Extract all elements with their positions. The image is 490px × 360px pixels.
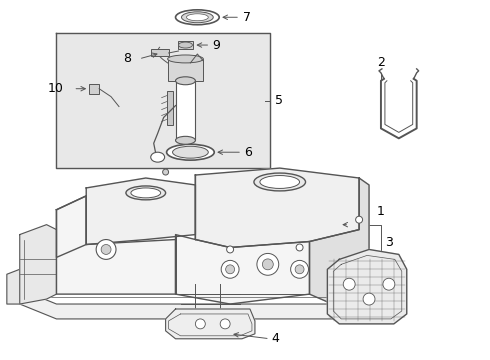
Circle shape [363,293,375,305]
Circle shape [101,244,111,255]
Circle shape [226,265,235,274]
Polygon shape [20,269,379,319]
Polygon shape [20,225,56,304]
Circle shape [227,246,234,253]
Ellipse shape [131,188,161,198]
Text: 5: 5 [275,94,283,107]
Circle shape [383,278,395,290]
Text: 2: 2 [377,56,385,69]
Polygon shape [175,175,310,304]
Polygon shape [327,249,407,324]
Circle shape [296,244,303,251]
Bar [175,81,196,140]
Text: 1: 1 [377,205,385,218]
Ellipse shape [254,173,306,191]
Bar [168,59,203,81]
Ellipse shape [260,176,299,188]
Polygon shape [7,269,20,304]
Circle shape [356,216,363,223]
Polygon shape [196,168,359,247]
Ellipse shape [181,12,213,23]
Text: 6: 6 [244,146,252,159]
Ellipse shape [167,144,214,160]
Circle shape [163,169,169,175]
Circle shape [262,259,273,270]
Polygon shape [56,33,270,168]
Bar [151,49,169,56]
Circle shape [291,260,309,278]
Circle shape [257,253,279,275]
Ellipse shape [187,14,208,21]
Ellipse shape [175,77,196,85]
Ellipse shape [175,136,196,144]
Circle shape [343,278,355,290]
Circle shape [221,260,239,278]
Polygon shape [56,196,86,257]
Ellipse shape [178,42,193,48]
Polygon shape [56,196,175,294]
Ellipse shape [172,146,208,158]
Ellipse shape [151,152,165,162]
Text: 4: 4 [272,332,280,345]
Text: 8: 8 [123,53,131,66]
Bar [89,84,99,94]
Circle shape [196,319,205,329]
Text: 7: 7 [243,11,251,24]
Bar [177,41,194,49]
Circle shape [295,265,304,274]
Text: 3: 3 [385,236,393,249]
Ellipse shape [126,186,166,200]
Text: 10: 10 [48,82,63,95]
Circle shape [96,239,116,260]
Circle shape [220,319,230,329]
Polygon shape [310,178,369,307]
Ellipse shape [175,10,219,25]
Polygon shape [86,178,196,244]
Ellipse shape [168,55,203,63]
Polygon shape [166,309,255,339]
Text: 9: 9 [212,39,220,51]
Bar [167,91,172,125]
